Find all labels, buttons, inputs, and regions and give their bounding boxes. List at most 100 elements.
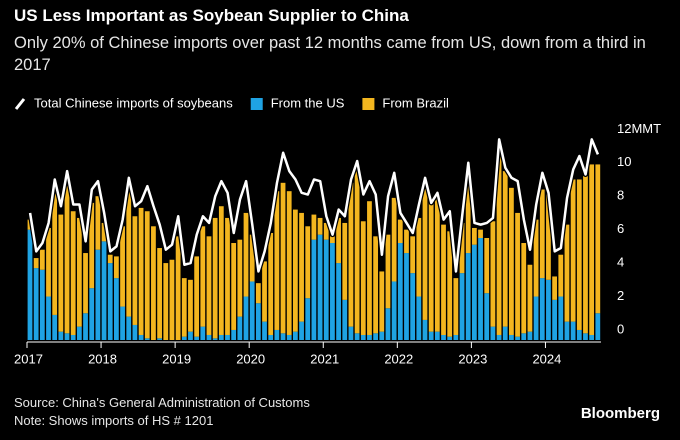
bar xyxy=(206,236,212,335)
bar xyxy=(410,273,416,340)
bar xyxy=(428,331,434,340)
bar xyxy=(292,209,298,332)
bar xyxy=(441,224,446,335)
bar xyxy=(348,182,354,327)
bar xyxy=(496,147,502,335)
bar xyxy=(422,182,428,320)
bar xyxy=(52,314,58,340)
bar xyxy=(76,217,82,327)
bar xyxy=(305,226,311,299)
bar xyxy=(255,283,261,304)
bar xyxy=(336,217,341,264)
y-tick-label: 8 xyxy=(617,188,624,203)
bar xyxy=(181,336,187,340)
bar xyxy=(552,276,557,300)
x-tick-label: 2017 xyxy=(14,351,43,366)
bar xyxy=(589,334,595,340)
bar xyxy=(459,273,465,340)
bar xyxy=(286,334,292,340)
bar xyxy=(465,253,471,340)
bar xyxy=(330,236,335,244)
bar xyxy=(576,329,582,340)
bar xyxy=(509,187,514,335)
bar xyxy=(194,256,200,337)
bar xyxy=(181,278,187,337)
bar xyxy=(515,336,520,340)
bar xyxy=(132,324,138,340)
bar xyxy=(342,299,348,340)
bar xyxy=(397,219,403,244)
bar xyxy=(64,186,70,334)
bar xyxy=(589,164,595,335)
bar xyxy=(83,253,88,314)
x-tick-label: 2023 xyxy=(458,351,487,366)
bar xyxy=(218,334,224,340)
bar xyxy=(280,182,286,334)
bar xyxy=(397,243,403,340)
bar xyxy=(188,279,193,332)
bar xyxy=(237,316,243,340)
bar xyxy=(33,268,39,340)
bar xyxy=(434,199,440,332)
bar xyxy=(367,201,372,335)
bar xyxy=(299,212,304,322)
bar xyxy=(262,321,267,340)
bar xyxy=(416,296,422,340)
bar xyxy=(342,222,348,300)
bar xyxy=(410,236,416,274)
bar xyxy=(570,179,576,322)
total-line xyxy=(28,138,600,273)
bar xyxy=(502,326,508,340)
bar xyxy=(157,248,162,339)
bar xyxy=(367,334,372,340)
bar xyxy=(76,326,82,340)
bar xyxy=(583,333,588,340)
brand: Bloomberg xyxy=(580,405,660,422)
y-tick-label: 4 xyxy=(617,255,624,270)
bar xyxy=(558,296,564,340)
bar xyxy=(546,279,551,340)
bar xyxy=(509,334,514,340)
bar xyxy=(533,296,539,340)
bar xyxy=(64,333,70,340)
bar xyxy=(70,334,76,340)
bar xyxy=(107,254,113,264)
bar xyxy=(311,214,317,240)
chart-title: US Less Important as Soybean Supplier to… xyxy=(14,6,409,25)
bar xyxy=(453,334,459,340)
bar xyxy=(317,217,323,235)
bar xyxy=(126,184,132,317)
bar xyxy=(471,244,477,340)
bar xyxy=(206,334,212,340)
bar xyxy=(107,263,113,340)
bar xyxy=(465,181,471,254)
bar xyxy=(317,234,323,340)
bar xyxy=(225,334,230,340)
y-tick-label: 0 xyxy=(617,321,624,336)
bar xyxy=(101,222,107,242)
bar xyxy=(151,226,156,340)
bar xyxy=(286,191,292,335)
bar xyxy=(120,226,125,307)
bar xyxy=(268,334,274,340)
bar xyxy=(416,217,422,297)
bar xyxy=(391,197,397,282)
bar xyxy=(231,243,237,330)
bar xyxy=(404,229,409,254)
bar xyxy=(274,329,280,340)
y-tick-label: 6 xyxy=(617,221,624,236)
bar xyxy=(428,201,434,332)
bar xyxy=(459,222,465,274)
bar xyxy=(39,249,45,270)
bar xyxy=(255,303,261,340)
bar xyxy=(336,263,341,340)
legend-label: Total Chinese imports of soybeans xyxy=(34,95,233,110)
bar xyxy=(323,239,329,340)
bar xyxy=(33,258,39,269)
bar xyxy=(521,333,527,340)
bar xyxy=(144,338,150,340)
bar xyxy=(274,191,280,330)
bar xyxy=(471,227,477,245)
chart-subtitle: Only 20% of Chinese imports over past 12… xyxy=(14,34,646,74)
bar xyxy=(434,331,440,340)
